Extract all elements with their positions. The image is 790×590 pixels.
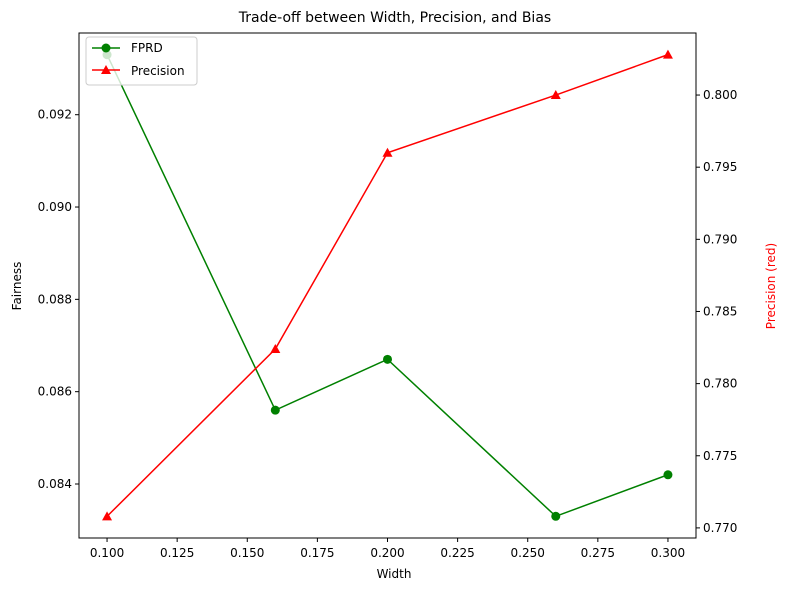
y-axis-left: 0.084 0.086 0.088 0.090 0.092 [38, 108, 79, 491]
y-axis-right-title: Precision (red) [764, 243, 778, 329]
legend-box [85, 36, 198, 86]
series-layer [102, 49, 673, 521]
y-axis-left-title: Fairness [10, 262, 24, 311]
legend-marker-precision [101, 65, 111, 74]
data-point-precision [550, 90, 561, 100]
data-point-fprd [663, 470, 673, 480]
x-axis: 0.100 0.125 0.150 0.175 0.200 0.225 0.250 0.275… [90, 538, 685, 560]
x-tick-label: 0.175 [300, 546, 334, 560]
x-tick-label: 0.225 [440, 546, 474, 560]
legend-label-precision: Precision [131, 64, 185, 78]
y-right-tick-label: 0.795 [703, 160, 737, 174]
chart-title: Trade-off between Width, Precision, and … [238, 10, 551, 26]
x-tick-label: 0.200 [370, 546, 404, 560]
y-left-tick-label: 0.090 [38, 200, 72, 214]
y-right-tick-label: 0.800 [703, 88, 737, 102]
data-point-precision [662, 49, 673, 59]
legend-marker-fprd [101, 43, 111, 53]
legend: FPRD Precision [85, 36, 198, 86]
series-line-precision [106, 53, 669, 517]
data-point-precision [102, 511, 113, 521]
y-right-tick-label: 0.785 [703, 304, 737, 318]
y-left-tick-label: 0.092 [38, 108, 72, 122]
y-right-tick-label: 0.770 [703, 521, 737, 535]
data-point-fprd [383, 354, 392, 364]
y-right-tick-label: 0.775 [703, 449, 737, 463]
x-tick-label: 0.250 [511, 546, 545, 560]
series-line-fprd [106, 54, 669, 518]
y-left-tick-label: 0.084 [38, 477, 72, 491]
y-left-tick-label: 0.088 [38, 292, 72, 306]
x-tick-label: 0.300 [651, 546, 685, 560]
x-tick-label: 0.275 [581, 546, 615, 560]
y-axis-right: 0.770 0.775 0.780 0.785 0.790 0.795 0.800 [696, 88, 737, 535]
legend-label-fprd: FPRD [131, 41, 163, 55]
y-right-tick-label: 0.790 [703, 232, 737, 246]
data-point-precision [382, 147, 393, 157]
x-axis-title: Width [377, 567, 412, 581]
data-point-precision [270, 343, 281, 353]
x-tick-label: 0.100 [90, 546, 124, 560]
x-tick-label: 0.150 [230, 546, 264, 560]
data-point-fprd [551, 511, 561, 521]
y-right-tick-label: 0.780 [703, 377, 737, 391]
plot-area [78, 32, 697, 539]
data-point-fprd [270, 405, 280, 415]
y-left-tick-label: 0.086 [38, 385, 72, 399]
x-tick-label: 0.125 [160, 546, 194, 560]
